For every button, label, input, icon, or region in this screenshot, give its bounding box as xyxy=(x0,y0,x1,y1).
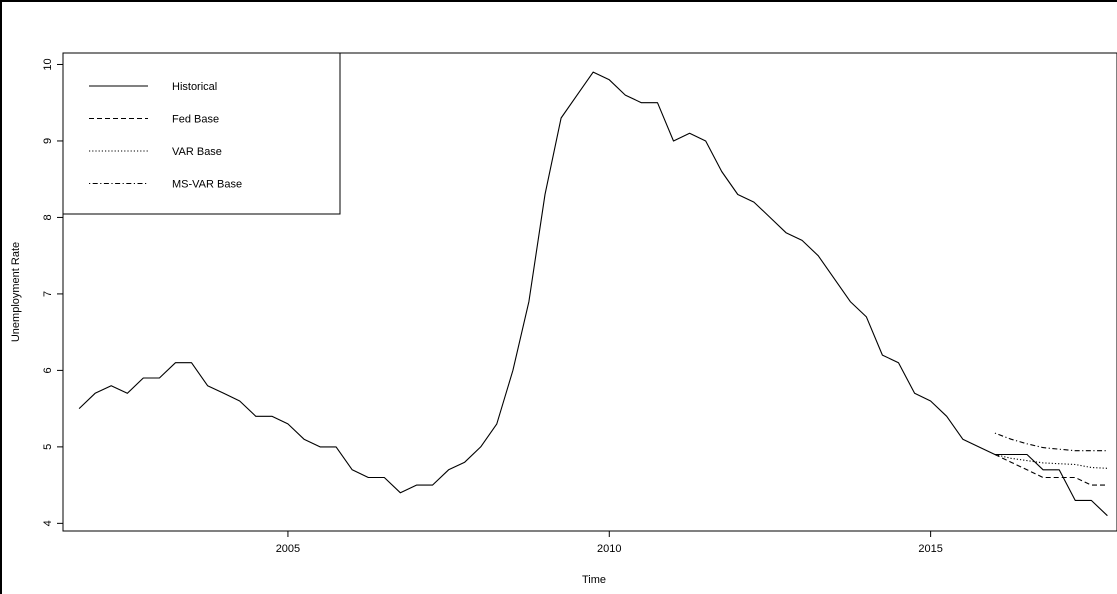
y-tick-label: 5 xyxy=(42,444,54,450)
x-tick-label: 2005 xyxy=(276,543,300,555)
x-axis: 2005 2010 2015 xyxy=(276,531,943,555)
plot-area-box xyxy=(62,52,1117,532)
series-layer xyxy=(78,71,1108,517)
y-axis: 4 5 6 7 8 9 10 xyxy=(42,58,63,526)
legend-label: MS-VAR Base xyxy=(172,179,242,191)
series-line-dashed xyxy=(994,454,1108,486)
legend: Historical Fed Base VAR Base MS-VAR Base xyxy=(62,52,341,215)
series-line-solid xyxy=(78,71,1108,517)
y-tick-label: 8 xyxy=(42,214,54,220)
series-line-dotdash xyxy=(994,432,1108,452)
y-tick-label: 6 xyxy=(42,367,54,373)
x-tick-label: 2010 xyxy=(597,543,621,555)
x-tick-label: 2015 xyxy=(918,543,942,555)
y-tick-label: 4 xyxy=(42,520,54,526)
y-tick-label: 10 xyxy=(42,58,54,70)
series-line-dotted xyxy=(994,453,1108,469)
y-tick-label: 7 xyxy=(42,291,54,297)
y-tick-label: 9 xyxy=(42,138,54,144)
y-axis-title: Unemployment Rate xyxy=(10,242,22,342)
legend-box xyxy=(62,52,341,215)
legend-label: Historical xyxy=(172,81,217,93)
legend-label: Fed Base xyxy=(172,114,219,126)
legend-label: VAR Base xyxy=(172,146,222,158)
x-axis-title: Time xyxy=(582,574,606,586)
